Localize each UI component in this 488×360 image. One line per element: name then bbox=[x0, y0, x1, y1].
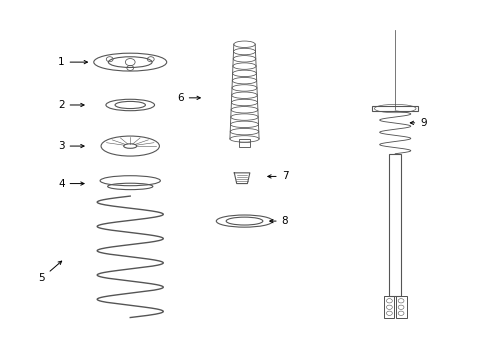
Bar bbox=[371, 106, 417, 111]
Bar bbox=[388, 154, 400, 296]
Bar bbox=[395, 296, 406, 318]
Text: 3: 3 bbox=[58, 141, 84, 151]
Text: 2: 2 bbox=[58, 100, 84, 110]
Text: 6: 6 bbox=[177, 93, 200, 103]
Text: 4: 4 bbox=[58, 179, 84, 189]
Text: 1: 1 bbox=[58, 57, 87, 67]
Bar bbox=[239, 139, 249, 147]
Text: 8: 8 bbox=[269, 216, 287, 226]
Text: 5: 5 bbox=[39, 261, 61, 283]
Bar bbox=[383, 296, 393, 318]
Text: 9: 9 bbox=[409, 118, 426, 128]
Text: 7: 7 bbox=[267, 171, 287, 181]
